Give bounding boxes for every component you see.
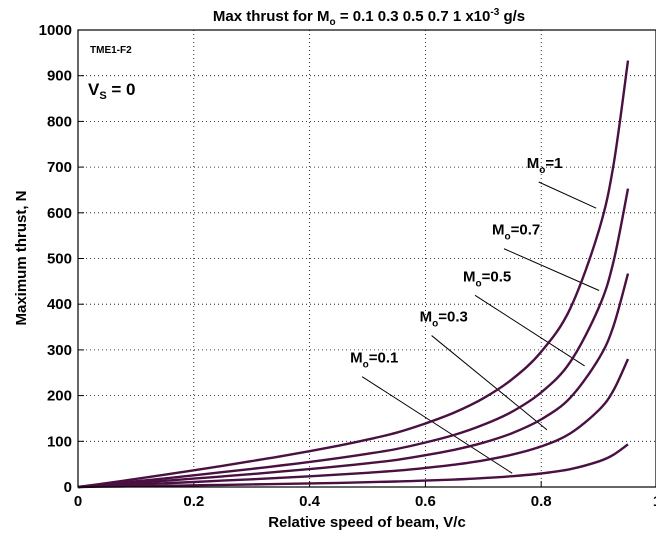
annotation-leader	[503, 248, 600, 291]
chart-title: Max thrust for Mo = 0.1 0.3 0.5 0.7 1 x1…	[213, 7, 525, 28]
y-tick-label: 700	[47, 159, 72, 176]
annotation-subscript: o	[504, 232, 510, 243]
series-annotations: Mo=0.1Mo=0.3Mo=0.5Mo=0.7Mo=1	[350, 155, 562, 371]
title-unit: g/s	[499, 8, 525, 25]
series-line	[77, 443, 629, 489]
x-tick-label: 0	[74, 493, 82, 510]
series-annotation: Mo=0.1	[350, 350, 398, 371]
annotation-main: M	[420, 309, 433, 326]
annotation-subscript: o	[432, 319, 438, 330]
x-axis-label: Relative speed of beam, V/c	[268, 514, 466, 531]
y-tick-label: 200	[47, 388, 72, 405]
y-axis-label: Maximum thrust, N	[13, 190, 30, 325]
annotation-main: M	[350, 350, 363, 367]
annotation-leaders	[361, 181, 600, 474]
annotation-leader	[431, 335, 548, 431]
plot-frame	[77, 29, 656, 488]
annotation-leader	[361, 376, 513, 474]
y-tick-label: 800	[47, 113, 72, 130]
annotation-value: =1	[545, 155, 562, 172]
title-prefix: Max thrust for M	[213, 8, 330, 25]
series-annotation: Mo=0.7	[492, 222, 540, 243]
annotation-main: M	[527, 155, 540, 172]
series-line	[77, 358, 630, 489]
title-superscript: -3	[490, 7, 499, 18]
series-annotation: Mo=1	[527, 155, 563, 176]
title-subscript: o	[330, 17, 336, 28]
annotation-value: =0.7	[511, 222, 541, 239]
condition-main: V	[88, 80, 100, 99]
annotation-main: M	[492, 222, 505, 239]
x-tick-label: 0.4	[299, 493, 321, 510]
x-tick-label: 0.6	[415, 493, 436, 510]
y-tick-label: 600	[47, 205, 72, 222]
y-tick-label: 500	[47, 251, 72, 268]
annotation-value: =0.5	[482, 268, 512, 285]
series-line	[77, 273, 630, 489]
series-annotation: Mo=0.5	[463, 268, 511, 289]
y-tick-label: 400	[47, 296, 72, 313]
x-tick-label: 0.2	[183, 493, 204, 510]
annotation-subscript: o	[363, 360, 369, 371]
annotation-leader	[474, 294, 585, 367]
y-tick-label: 900	[47, 68, 72, 85]
y-tick-labels: 0 100 200 300 400 500 600 700 800 900 1000	[39, 22, 72, 496]
y-tick-label: 300	[47, 342, 72, 359]
series-line	[77, 60, 630, 489]
series-annotation: Mo=0.3	[420, 309, 468, 330]
condition-label: VS = 0	[88, 80, 136, 102]
series-line	[77, 188, 630, 489]
condition-subscript: S	[99, 90, 106, 102]
x-tick-labels: 0 0.2 0.4 0.6 0.8 1	[74, 493, 656, 510]
annotation-subscript: o	[476, 278, 482, 289]
grid	[78, 30, 656, 487]
annotation-value: =0.3	[438, 309, 468, 326]
condition-rest: = 0	[107, 80, 136, 99]
series-lines	[77, 60, 630, 489]
corner-label: TME1-F2	[90, 45, 132, 56]
x-tick-label: 1	[653, 493, 656, 510]
annotation-subscript: o	[539, 165, 545, 176]
title-suffix: = 0.1 0.3 0.5 0.7 1 x10	[336, 8, 491, 25]
y-tick-label: 100	[47, 433, 72, 450]
y-tick-label: 1000	[39, 22, 72, 39]
x-tick-label: 0.8	[531, 493, 552, 510]
y-tick-label: 0	[64, 479, 72, 496]
annotation-leader	[538, 181, 597, 209]
annotation-value: =0.1	[369, 350, 399, 367]
annotation-main: M	[463, 268, 476, 285]
